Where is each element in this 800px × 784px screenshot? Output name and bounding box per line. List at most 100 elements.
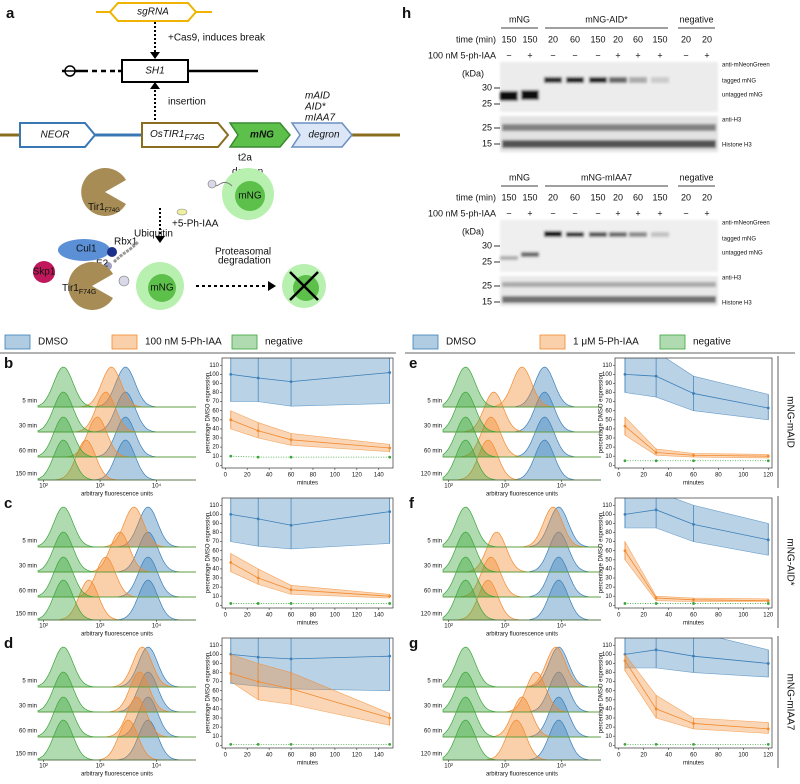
legend-swatch xyxy=(539,334,566,350)
point xyxy=(654,648,658,652)
point xyxy=(692,722,695,725)
row-header: time (min) xyxy=(456,192,496,202)
point xyxy=(692,453,695,457)
x-tick-label: 10² xyxy=(444,764,453,770)
point xyxy=(388,742,392,746)
x-axis-label: minutes xyxy=(297,761,318,767)
panel-letter: f xyxy=(409,495,415,512)
y-tick-label: 110 xyxy=(602,503,612,509)
y-tick-label: 90 xyxy=(212,381,219,387)
x-axis-label: arbitrary fluorescence units xyxy=(486,632,558,638)
point xyxy=(692,522,695,526)
point xyxy=(692,602,695,605)
histogram-curve xyxy=(37,671,196,713)
treatment-sign: + xyxy=(527,50,532,60)
series-line xyxy=(624,660,769,730)
y-tick-label: 90 xyxy=(605,381,612,387)
blot-band xyxy=(629,232,647,237)
plot-frame xyxy=(614,357,773,469)
time: 20 xyxy=(613,34,623,44)
time: 20 xyxy=(702,192,712,202)
point xyxy=(289,742,293,746)
plot-frame xyxy=(614,497,773,609)
series-line xyxy=(624,550,769,602)
point xyxy=(623,742,627,746)
histogram-curve xyxy=(37,366,196,408)
row-label: 60 min xyxy=(19,729,37,735)
diagram-path xyxy=(81,167,126,216)
point xyxy=(766,727,770,731)
point xyxy=(654,374,658,378)
row-label: 120 min xyxy=(421,752,442,758)
y-tick-label: 50 xyxy=(212,557,219,563)
y-tick-label: 100 xyxy=(602,512,613,518)
x-tick-label: 20 xyxy=(244,753,251,759)
label: F74G xyxy=(79,289,97,296)
point xyxy=(623,549,627,553)
point xyxy=(692,598,695,602)
band xyxy=(230,358,391,407)
y-tick-label: 50 xyxy=(605,697,612,703)
series-line xyxy=(230,455,390,458)
point xyxy=(388,602,392,605)
y-tick-label: 50 xyxy=(605,417,612,423)
x-tick-label: 120 xyxy=(352,753,363,759)
time: 150 xyxy=(501,192,516,202)
x-tick-label: 10³ xyxy=(96,624,105,630)
treatment-sign: + xyxy=(615,208,620,218)
y-tick-label: 90 xyxy=(212,521,219,527)
row-label: 5 min xyxy=(22,399,37,405)
lane-group: mNG xyxy=(509,172,530,182)
point xyxy=(256,455,260,459)
row-header: 100 nM 5-ph-IAA xyxy=(428,208,496,218)
treatment-sign: + xyxy=(657,208,662,218)
legend-label: DMSO xyxy=(446,337,476,348)
time: 20 xyxy=(702,34,712,44)
treatment-sign: + xyxy=(615,50,620,60)
y-tick-label: 0 xyxy=(216,743,220,749)
point xyxy=(256,680,260,684)
y-tick-label: 40 xyxy=(605,706,612,712)
x-axis-label: arbitrary fluorescence units xyxy=(486,772,558,778)
time: 60 xyxy=(570,192,580,202)
point xyxy=(766,602,770,605)
x-tick-label: 10⁴ xyxy=(557,623,567,630)
y-tick-label: 0 xyxy=(216,463,220,469)
y-tick-label: 10 xyxy=(605,454,612,460)
time: 150 xyxy=(652,192,667,202)
blot-band xyxy=(521,90,539,100)
y-tick-label: 30 xyxy=(212,576,219,582)
mw-label: 30 xyxy=(482,240,492,250)
plot-area xyxy=(229,358,392,459)
y-tick-label: 80 xyxy=(212,390,219,396)
x-tick-label: 100 xyxy=(738,753,749,759)
point xyxy=(623,424,627,428)
time: 150 xyxy=(501,34,516,44)
point xyxy=(289,687,293,691)
y-tick-label: 100 xyxy=(602,372,613,378)
x-tick-label: 40 xyxy=(266,753,273,759)
x-axis-label: minutes xyxy=(683,481,704,487)
point xyxy=(229,561,233,564)
blot-membrane xyxy=(500,62,718,112)
y-tick-label: 20 xyxy=(212,585,219,591)
band-label: untagged mNG xyxy=(722,93,763,99)
y-tick-label: 30 xyxy=(212,436,219,442)
blot-band xyxy=(502,282,716,287)
kda-label: (kDa) xyxy=(462,226,484,236)
y-tick-label: 70 xyxy=(605,539,612,545)
panel-letter: e xyxy=(409,355,417,372)
x-tick-label: 10⁴ xyxy=(152,763,162,770)
point xyxy=(692,742,695,746)
label: Cul1 xyxy=(76,244,97,255)
diagram-path xyxy=(68,262,113,310)
treatment-sign: − xyxy=(595,208,600,218)
panel-a: a sgRNA +Cas9, induces break SH1 inserti… xyxy=(0,2,400,310)
x-tick-label: 20 xyxy=(640,473,647,479)
y-axis-label: percentage DMSO expression xyxy=(206,513,212,593)
time: 150 xyxy=(522,192,537,202)
x-tick-label: 10⁴ xyxy=(152,483,162,490)
treatment-sign: − xyxy=(550,208,555,218)
point xyxy=(289,380,293,384)
label: Tir1 xyxy=(62,283,79,294)
